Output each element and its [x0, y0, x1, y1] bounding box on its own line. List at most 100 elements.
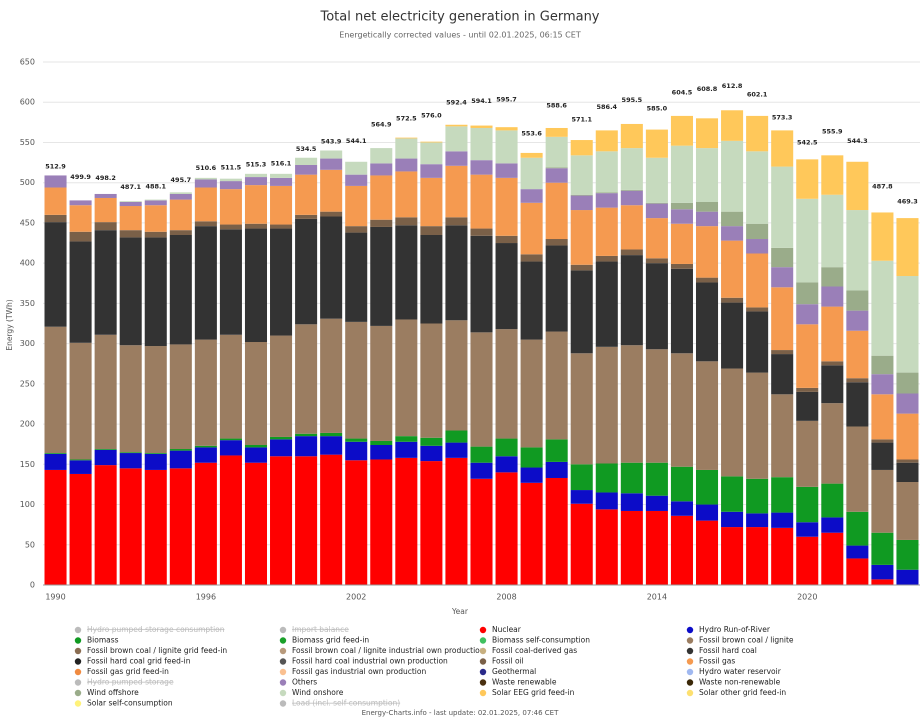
bar-segment: [345, 321, 368, 439]
legend-marker: [279, 658, 287, 665]
bar-segment: [595, 492, 618, 510]
bar-segment: [871, 469, 894, 533]
bar-segment: [169, 449, 192, 451]
bar-segment: [219, 178, 242, 182]
bar-segment: [194, 447, 217, 463]
bar-segment: [520, 447, 543, 468]
bar-segment: [345, 232, 368, 322]
legend-marker: [479, 668, 487, 676]
bar-segment: [395, 217, 418, 226]
bar-segment: [420, 445, 443, 462]
total-label: 534.5: [296, 145, 317, 153]
total-label: 544.1: [346, 137, 367, 145]
bar-segment: [670, 263, 693, 269]
total-label: 585.0: [647, 104, 668, 112]
bar-segment: [345, 460, 368, 585]
bar-segment: [69, 205, 92, 232]
bar-segment: [470, 235, 493, 333]
bar-segment: [595, 463, 618, 493]
legend-label: Hydro pumped storage: [87, 678, 174, 687]
bar-segment: [771, 512, 794, 528]
bar-segment: [345, 438, 368, 442]
bar-segment: [94, 334, 117, 450]
legend-marker: [686, 668, 694, 676]
x-tick-label: 2014: [647, 593, 667, 602]
bar-segment: [244, 444, 268, 448]
bar-segment: [846, 558, 869, 585]
bar-segment: [470, 127, 493, 161]
bar-segment: [746, 372, 769, 479]
bar-segment: [520, 482, 543, 585]
bar-segment: [370, 219, 393, 227]
bar-segment: [119, 201, 142, 203]
bar-segment: [746, 527, 769, 585]
bar-segment: [771, 247, 794, 268]
bar-segment: [445, 430, 468, 443]
legend-marker: [74, 668, 82, 676]
bar-segment: [244, 173, 268, 178]
bar-segment: [545, 182, 568, 240]
bar-segment: [846, 378, 869, 383]
y-tick-label: 400: [20, 259, 35, 268]
legend-marker: [74, 658, 82, 665]
bar-segment: [395, 171, 418, 218]
bar-segment: [545, 168, 568, 183]
bar-segment: [595, 346, 618, 464]
bar-segment: [746, 115, 769, 152]
legend-marker: [74, 679, 82, 686]
bar-segment: [645, 495, 668, 511]
bar-segment: [871, 579, 894, 585]
legend-marker: [686, 626, 694, 634]
bar-segment: [194, 462, 217, 585]
bar-segment: [219, 181, 242, 190]
bar-segment: [771, 130, 794, 167]
legend-marker: [279, 700, 287, 707]
bar-segment: [194, 177, 217, 180]
total-label: 594.1: [471, 97, 492, 105]
total-label: 571.1: [571, 115, 592, 123]
bar-segment: [520, 467, 543, 483]
bar-segment: [570, 464, 593, 491]
legend-label: Solar EEG grid feed-in: [492, 688, 575, 697]
legend-label: Wind offshore: [87, 688, 139, 697]
bar-segment: [270, 456, 293, 585]
y-tick-label: 250: [20, 379, 35, 388]
bar-segment: [94, 465, 117, 585]
bar-segment: [796, 282, 819, 305]
legend-marker: [74, 637, 82, 644]
bar-segment: [295, 218, 318, 325]
bar-segment: [345, 441, 368, 461]
bar-segment: [244, 223, 268, 229]
legend-marker: [479, 637, 487, 644]
bar-segment: [670, 145, 693, 203]
bar-segment: [370, 163, 393, 176]
bar-segment: [194, 221, 217, 227]
total-label: 542.5: [797, 138, 818, 146]
legend-marker: [279, 626, 287, 634]
chart-subtitle: Energetically corrected values - until 0…: [339, 31, 581, 40]
bar-segment: [520, 254, 543, 262]
bar-segment: [295, 214, 318, 219]
legend-label: Fossil hard coal grid feed-in: [87, 657, 191, 666]
bar-segment: [69, 231, 92, 242]
bar-segment: [771, 287, 794, 351]
x-tick-label: 1996: [196, 593, 216, 602]
legend-label: Load (incl. self-consumption): [292, 699, 400, 708]
bar-segment: [194, 179, 217, 188]
bar-segment: [570, 503, 593, 585]
y-tick-label: 650: [20, 58, 35, 67]
bar-segment: [821, 306, 844, 362]
bar-segment: [244, 342, 268, 445]
bar-segment: [295, 157, 318, 165]
bar-segment: [395, 158, 418, 172]
bar-segment: [420, 142, 443, 165]
bar-segment: [420, 164, 443, 178]
legend-label: Hydro Run-of-River: [699, 625, 771, 634]
bar-segment: [721, 240, 744, 298]
bar-segment: [270, 224, 293, 229]
bar-segment: [746, 239, 769, 254]
bar-segment: [746, 311, 769, 373]
bar-segment: [821, 365, 844, 404]
bar-segment: [44, 326, 67, 454]
bar-segment: [796, 387, 819, 392]
